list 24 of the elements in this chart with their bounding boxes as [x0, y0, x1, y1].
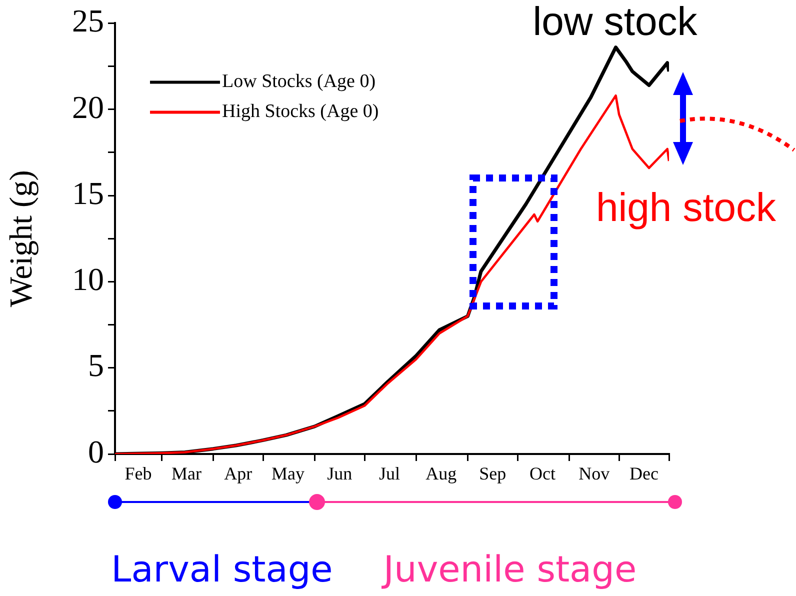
x-tick-label: Mar: [172, 464, 202, 484]
y-axis-title: Weight (g): [2, 170, 39, 308]
x-tick-label: Oct: [530, 464, 556, 484]
annotation: low stock: [532, 0, 698, 44]
x-tick-label: Feb: [124, 464, 152, 484]
y-tick-label: 25: [72, 2, 104, 39]
y-tick-label: 10: [72, 261, 104, 298]
y-tick-label: 20: [72, 88, 104, 125]
x-tick-label: Jun: [327, 464, 352, 484]
x-tick-label: Sep: [479, 464, 506, 484]
text: Larval stage: [111, 549, 333, 590]
x-tick-label: Apr: [224, 464, 252, 484]
y-tick-label: 5: [88, 347, 104, 384]
x-tick-label: Aug: [426, 464, 457, 484]
x-tick-label: May: [272, 464, 305, 484]
x-tick-label: Dec: [630, 464, 659, 484]
legend-label: High Stocks (Age 0): [222, 101, 379, 122]
y-tick-label: 0: [88, 433, 104, 470]
legend-label: Low Stocks (Age 0): [222, 71, 376, 92]
x-tick-label: Nov: [578, 464, 610, 484]
x-tick-label: Jul: [378, 464, 400, 484]
annotation: high stock: [596, 186, 778, 230]
y-tick-label: 15: [72, 174, 104, 211]
text: Juvenile stage: [381, 549, 637, 590]
